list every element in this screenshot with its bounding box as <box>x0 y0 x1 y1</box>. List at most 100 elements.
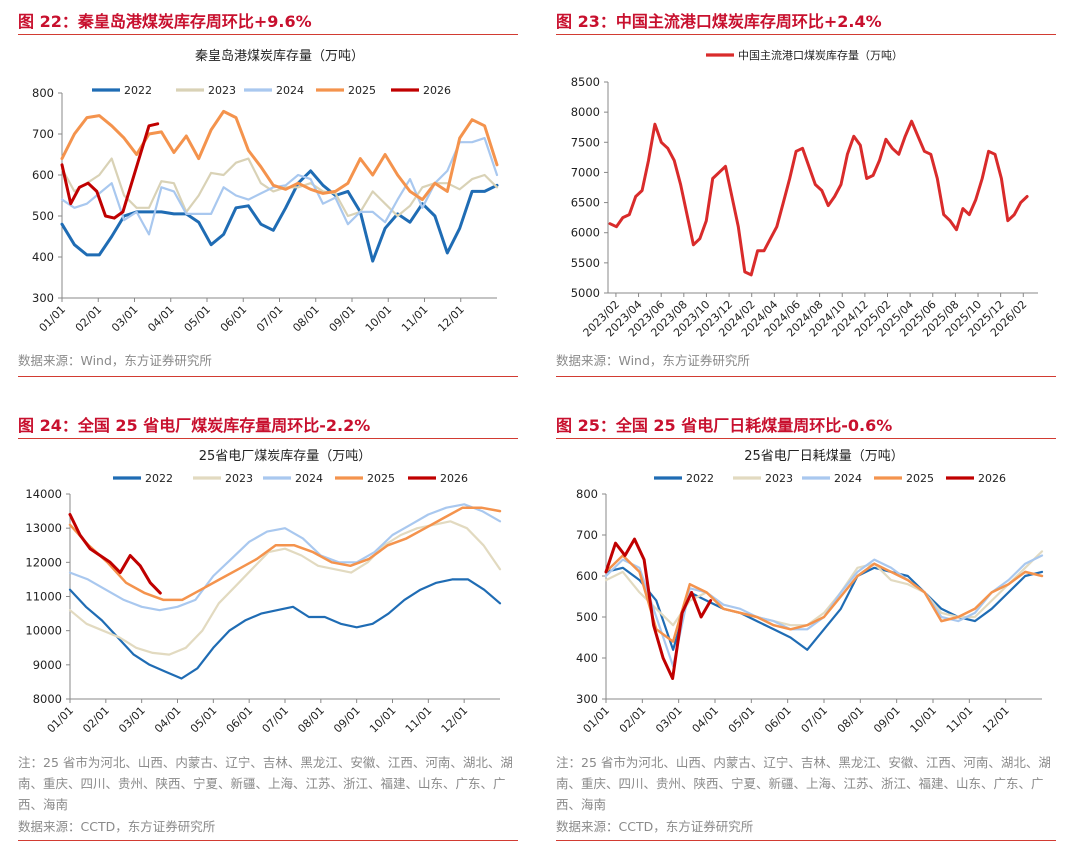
y-tick-label: 13000 <box>25 521 62 535</box>
x-tick-label: 05/01 <box>726 704 758 736</box>
figure-title: 图 22：秦皇岛港煤炭库存周环比+9.6% <box>18 12 312 31</box>
title-rule <box>18 34 518 35</box>
y-tick-label: 14000 <box>25 487 62 501</box>
y-tick-label: 11000 <box>25 590 62 604</box>
source-note: 数据来源：Wind，东方证券研究所 <box>18 353 212 368</box>
series-line-2022 <box>68 578 502 680</box>
x-tick-label: 11/01 <box>399 303 431 335</box>
x-tick-label: 08/01 <box>835 704 867 736</box>
x-tick-label: 02/01 <box>617 704 649 736</box>
x-tick-label: 10/01 <box>363 303 395 335</box>
y-tick-label: 400 <box>32 250 54 264</box>
series-line-2023 <box>60 157 499 218</box>
y-tick-label: 600 <box>32 168 54 182</box>
legend-label: 2025 <box>367 472 395 485</box>
x-tick-label: 11/01 <box>403 704 435 736</box>
source-note: 数据来源：CCTD，东方证券研究所 <box>18 819 216 834</box>
plant-consumption-chart: 25省电厂日耗煤量（万吨） 2022 2023 2024 2025 2026 300 400 5… <box>576 449 1044 736</box>
y-tick-label: 700 <box>32 127 54 141</box>
y-tick-label: 5500 <box>571 256 600 270</box>
chart-title: 25省电厂煤炭库存量（万吨） <box>199 448 372 464</box>
x-tick-label: 07/01 <box>260 704 292 736</box>
x-tick-label: 04/01 <box>152 704 184 736</box>
x-tick-label: 12/01 <box>439 704 471 736</box>
legend-label: 2023 <box>765 472 793 485</box>
legend-label: 2024 <box>834 472 862 485</box>
title-rule <box>556 438 1056 439</box>
chart-title: 秦皇岛港煤炭库存量（万吨） <box>195 48 364 64</box>
y-tick-label: 700 <box>576 528 598 542</box>
y-tick-label: 500 <box>576 610 598 624</box>
x-tick-label: 09/01 <box>327 303 359 335</box>
y-tick-label: 6500 <box>571 196 600 210</box>
legend-label: 2022 <box>145 472 173 485</box>
y-tick-label: 8000 <box>33 692 62 706</box>
series-line-2026 <box>68 513 162 595</box>
figure-title: 图 23：中国主流港口煤炭库存周环比+2.4% <box>556 12 882 31</box>
legend-label: 2024 <box>276 84 304 97</box>
figure-title: 图 24：全国 25 省电厂煤炭库存量周环比-2.2% <box>18 416 371 435</box>
x-tick-label: 12/01 <box>980 704 1012 736</box>
x-tick-label: 05/01 <box>188 704 220 736</box>
series-line-2025 <box>68 506 502 602</box>
title-rule <box>18 438 518 439</box>
y-tick-label: 8500 <box>571 75 600 89</box>
y-tick-label: 5000 <box>571 286 600 300</box>
legend-label: 2022 <box>124 84 152 97</box>
y-tick-label: 600 <box>576 569 598 583</box>
title-rule <box>556 34 1056 35</box>
x-tick-label: 02/01 <box>73 303 105 335</box>
x-tick-label: 10/01 <box>367 704 399 736</box>
y-tick-label: 500 <box>32 209 54 223</box>
x-tick-label: 09/01 <box>871 704 903 736</box>
legend-label: 2025 <box>348 84 376 97</box>
y-tick-label: 12000 <box>25 555 62 569</box>
legend-label: 2023 <box>225 472 253 485</box>
x-tick-label: 04/01 <box>145 303 177 335</box>
bottom-rule <box>18 376 518 377</box>
x-tick-label: 11/01 <box>944 704 976 736</box>
footnote: 注：25 省市为河北、山西、内蒙古、辽宁、吉林、黑龙江、安徽、江西、河南、湖北、… <box>18 755 513 812</box>
y-tick-label: 7500 <box>571 135 600 149</box>
y-tick-label: 6000 <box>571 226 600 240</box>
y-tick-label: 10000 <box>25 624 62 638</box>
series-line-中国主流港口煤炭库存量（万吨） <box>608 119 1029 277</box>
x-tick-label: 01/01 <box>581 704 613 736</box>
series-line-2024 <box>604 554 1044 668</box>
x-tick-label: 03/01 <box>653 704 685 736</box>
bottom-rule <box>18 840 518 841</box>
legend-label: 2026 <box>423 84 451 97</box>
chart-title: 25省电厂日耗煤量（万吨） <box>744 449 904 464</box>
bottom-rule <box>556 840 1056 841</box>
main-port-stock-chart: 中国主流港口煤炭库存量（万吨） 5000 5500 6000 6500 7000 7500 8… <box>571 48 1038 339</box>
x-tick-label: 10/01 <box>908 704 940 736</box>
x-tick-label: 08/01 <box>290 303 322 335</box>
figure-title: 图 25：全国 25 省电厂日耗煤量周环比-0.6% <box>556 416 893 435</box>
series-line-2023 <box>604 550 1044 627</box>
legend-label: 2023 <box>208 84 236 97</box>
y-tick-label: 8000 <box>571 105 600 119</box>
x-tick-label: 02/01 <box>80 704 112 736</box>
x-tick-label: 05/01 <box>182 303 214 335</box>
legend-label: 2024 <box>295 472 323 485</box>
x-tick-label: 01/01 <box>37 303 69 335</box>
y-tick-label: 400 <box>576 651 598 665</box>
x-tick-label: 01/01 <box>45 704 77 736</box>
x-tick-label: 03/01 <box>109 303 141 335</box>
y-tick-label: 800 <box>32 86 54 100</box>
bottom-rule <box>556 376 1056 377</box>
legend-label: 2025 <box>906 472 934 485</box>
y-tick-label: 800 <box>576 487 598 501</box>
x-tick-label: 12/01 <box>435 303 467 335</box>
x-tick-label: 06/01 <box>224 704 256 736</box>
qhd-stock-chart: 秦皇岛港煤炭库存量（万吨） 2022 2023 2024 2025 2026 300 400 5… <box>32 48 499 335</box>
series-line-2025 <box>604 554 1044 643</box>
y-tick-label: 300 <box>32 291 54 305</box>
x-tick-label: 04/01 <box>690 704 722 736</box>
y-tick-label: 7000 <box>571 165 600 179</box>
source-note: 数据来源：Wind，东方证券研究所 <box>556 353 750 368</box>
x-tick-label: 09/01 <box>331 704 363 736</box>
x-tick-label: 06/01 <box>762 704 794 736</box>
series-line-2025 <box>60 109 499 202</box>
plant-stock-chart: 25省电厂煤炭库存量（万吨） 2022 2023 2024 2025 2026 8000 90… <box>25 448 502 736</box>
